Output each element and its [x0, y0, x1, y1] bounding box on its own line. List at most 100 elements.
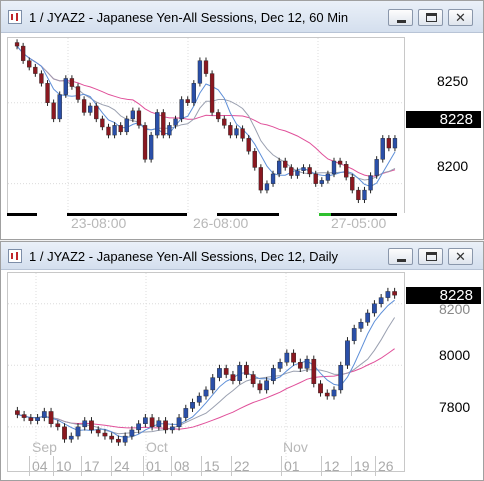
candle-body	[234, 128, 239, 136]
candle-body	[102, 432, 108, 437]
candle-body	[344, 164, 349, 178]
candle-body	[55, 423, 61, 428]
candle-body	[130, 110, 136, 120]
day-tick	[53, 456, 54, 476]
day-label: 08	[174, 458, 190, 474]
candle-body	[21, 414, 27, 418]
chart-window-60min[interactable]: 1 / JYAZ2 - Japanese Yen-All Sessions, D…	[0, 0, 484, 240]
candle-body	[380, 138, 385, 160]
candle-body	[149, 417, 155, 428]
candlestick-chart	[8, 38, 404, 214]
candle-body	[109, 435, 115, 440]
candle-body	[20, 45, 26, 61]
maximize-button[interactable]	[418, 9, 443, 26]
title-bar[interactable]: 1 / JYAZ2 - Japanese Yen-All Sessions, D…	[1, 242, 483, 270]
candle-body	[163, 420, 168, 431]
candle-body	[264, 183, 270, 191]
price-plot-area[interactable]	[7, 272, 405, 472]
candle-body	[237, 365, 243, 381]
candle-body	[351, 328, 357, 341]
candle-body	[319, 180, 324, 184]
candle-body	[124, 118, 129, 133]
candle-body	[118, 125, 123, 133]
close-button[interactable]: ✕	[448, 248, 473, 265]
candle-body	[311, 358, 317, 384]
candle-body	[45, 83, 50, 103]
candle-body	[297, 362, 303, 369]
candle-body	[106, 126, 111, 136]
close-icon: ✕	[455, 10, 466, 25]
candle-body	[365, 312, 371, 323]
candle-body	[271, 368, 276, 381]
close-button[interactable]: ✕	[448, 9, 473, 26]
price-axis-label: 7800	[439, 399, 471, 415]
candle-body	[112, 125, 117, 136]
candle-body	[378, 297, 384, 304]
candle-body	[209, 73, 215, 113]
day-tick	[351, 456, 352, 476]
moving-average-fast	[17, 299, 395, 438]
candle-body	[57, 94, 62, 120]
candle-body	[250, 374, 256, 384]
last-price-marker: 8228	[406, 287, 481, 304]
candle-body	[258, 167, 264, 191]
candle-body	[68, 435, 74, 440]
candle-body	[62, 426, 67, 440]
candle-body	[313, 173, 318, 184]
candle-body	[368, 175, 373, 191]
candle-body	[362, 189, 367, 201]
moving-average-slow	[16, 45, 396, 177]
minimize-button[interactable]	[388, 9, 413, 26]
candle-body	[63, 78, 68, 95]
day-tick	[81, 456, 82, 476]
candle-body	[331, 389, 337, 397]
minimize-button[interactable]	[388, 248, 413, 265]
candle-body	[356, 189, 361, 201]
candle-body	[203, 389, 209, 397]
chart-app-icon	[8, 249, 22, 263]
candle-body	[307, 167, 312, 175]
chart-window-daily[interactable]: 1 / JYAZ2 - Japanese Yen-All Sessions, D…	[0, 241, 484, 481]
day-label: 10	[56, 458, 72, 474]
candle-body	[392, 291, 397, 296]
candle-body	[289, 167, 294, 176]
day-label: 01	[146, 458, 162, 474]
candle-body	[190, 402, 195, 409]
candle-body	[142, 125, 148, 160]
candle-body	[143, 417, 148, 424]
candle-body	[75, 426, 81, 437]
candle-body	[41, 411, 47, 418]
day-tick	[321, 456, 322, 476]
candle-body	[217, 368, 222, 378]
candle-body	[176, 417, 182, 428]
candle-body	[33, 66, 38, 74]
candle-body	[240, 128, 245, 139]
title-bar[interactable]: 1 / JYAZ2 - Japanese Yen-All Sessions, D…	[1, 1, 483, 33]
day-label: 04	[32, 458, 48, 474]
candle-body	[94, 105, 99, 120]
candle-body	[81, 99, 87, 113]
candle-body	[324, 392, 330, 397]
minimize-icon	[397, 259, 406, 262]
candle-body	[291, 352, 296, 363]
candle-body	[301, 167, 306, 171]
candle-body	[223, 368, 229, 375]
candle-body	[129, 429, 135, 437]
candle-body	[338, 365, 344, 391]
candle-body	[161, 112, 166, 136]
candle-body	[277, 362, 283, 369]
candle-body	[116, 438, 121, 443]
candle-body	[216, 112, 221, 120]
day-tick	[201, 456, 202, 476]
price-axis-label: 8000	[439, 347, 471, 363]
price-axis-label: 8200	[439, 301, 471, 317]
maximize-button[interactable]	[418, 248, 443, 265]
price-plot-area[interactable]	[7, 37, 405, 215]
candle-body	[179, 99, 184, 120]
close-icon: ✕	[455, 249, 466, 264]
candle-body	[196, 395, 202, 403]
candle-body	[385, 291, 391, 298]
candle-body	[155, 112, 160, 136]
day-tick	[111, 456, 112, 476]
day-tick	[231, 456, 232, 476]
